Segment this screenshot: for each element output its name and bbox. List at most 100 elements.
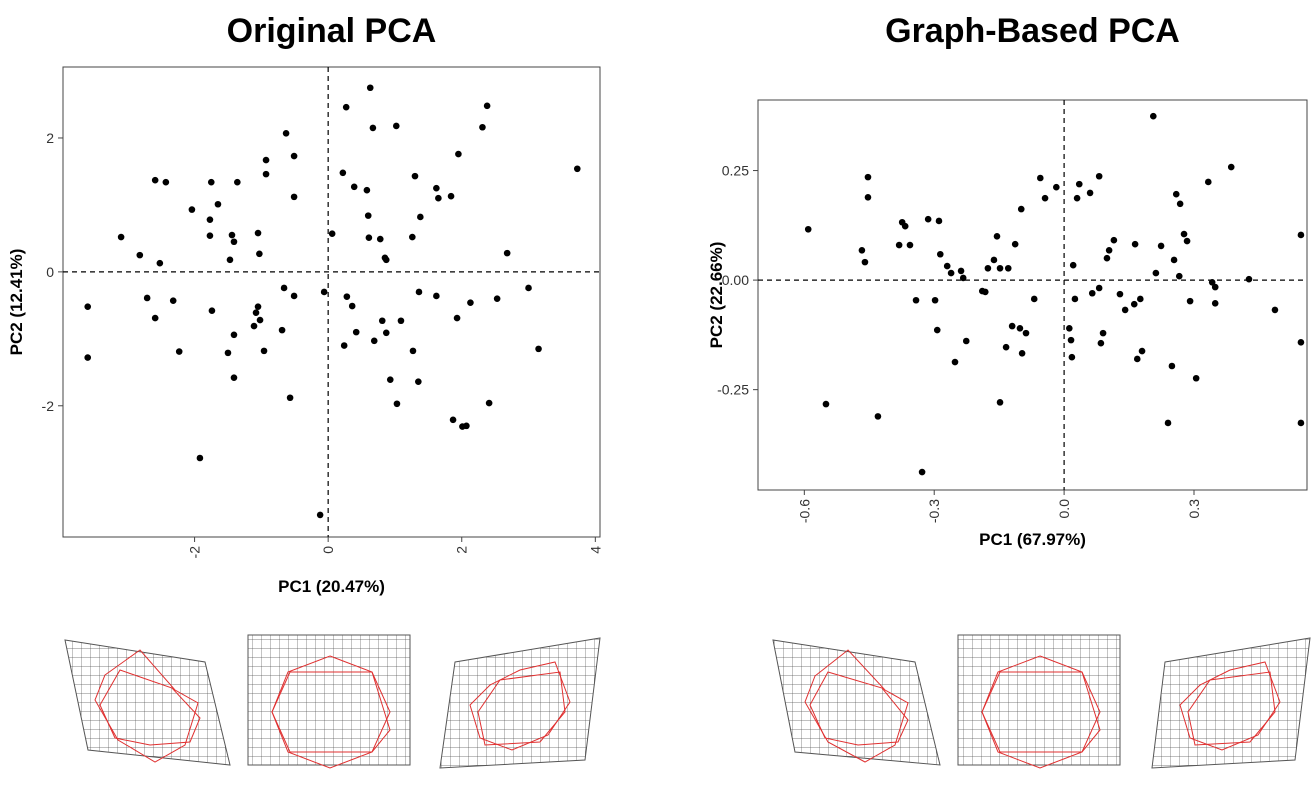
point (188, 206, 196, 213)
point (1103, 254, 1111, 262)
point (382, 256, 390, 264)
y-tick-label: -2 (42, 398, 55, 414)
point (364, 212, 372, 219)
point (1183, 237, 1191, 245)
point (479, 123, 486, 131)
point (467, 299, 474, 306)
point (1017, 205, 1025, 213)
point (1204, 178, 1212, 186)
point (386, 376, 394, 383)
point (352, 328, 360, 336)
point (936, 250, 944, 258)
point (366, 84, 374, 92)
point (455, 150, 462, 158)
point (918, 468, 926, 476)
point (912, 296, 920, 304)
point (990, 256, 998, 264)
point (858, 247, 866, 254)
grid-mid-1 (247, 634, 411, 769)
point (230, 374, 238, 381)
point (1211, 300, 1219, 307)
point (1041, 194, 1049, 202)
point (485, 399, 493, 407)
point (1066, 325, 1073, 332)
point (453, 314, 461, 322)
point (392, 122, 400, 130)
point (993, 232, 1001, 240)
point (256, 250, 263, 258)
point (1172, 190, 1180, 198)
point (906, 241, 914, 249)
point (1022, 329, 1030, 337)
point (1180, 230, 1188, 238)
x-axis-label: PC1 (67.97%) (979, 530, 1086, 549)
point (924, 215, 932, 223)
point (525, 284, 532, 292)
grid-left-1 (64, 639, 231, 766)
point (864, 193, 872, 201)
grid-right-1 (439, 637, 601, 769)
point (1075, 180, 1083, 188)
point (230, 331, 238, 339)
point (262, 170, 270, 178)
point (943, 262, 951, 270)
point (393, 400, 401, 408)
point (136, 251, 144, 259)
point (996, 399, 1004, 406)
x-tick-label: 0 (320, 546, 336, 554)
point (1016, 325, 1024, 332)
point (382, 329, 390, 337)
point (433, 184, 440, 192)
point (339, 169, 347, 177)
point (864, 173, 872, 181)
x-tick-label: -0.3 (926, 499, 942, 523)
point (1130, 300, 1138, 308)
point (1068, 353, 1076, 361)
point (1086, 189, 1094, 197)
x-tick-label: -2 (187, 546, 203, 559)
point (874, 413, 882, 420)
point (982, 288, 989, 296)
point (1095, 172, 1103, 180)
point (822, 400, 830, 408)
x-tick-label: 0.0 (1056, 499, 1072, 519)
point (415, 288, 423, 296)
point (1157, 242, 1165, 250)
point (151, 176, 159, 184)
point (1211, 283, 1219, 291)
point (1008, 322, 1016, 330)
point (228, 231, 236, 239)
point (1208, 278, 1216, 286)
point (84, 303, 92, 310)
point (280, 284, 288, 292)
point (1067, 336, 1075, 344)
point (1004, 264, 1012, 272)
point (290, 292, 298, 300)
point (1073, 194, 1081, 202)
point (951, 358, 959, 366)
point (1227, 163, 1235, 171)
point (207, 178, 215, 186)
point (947, 269, 955, 277)
point (196, 454, 204, 462)
point (409, 233, 416, 241)
point (483, 102, 491, 110)
point (1186, 297, 1194, 305)
point (573, 165, 581, 173)
point (1152, 269, 1160, 277)
y-tick-label: 0.25 (722, 163, 749, 179)
point (933, 326, 941, 334)
point (342, 103, 350, 111)
point (1176, 200, 1184, 208)
point (175, 348, 183, 355)
deformation-grids (64, 634, 1311, 769)
point (1137, 295, 1144, 303)
y-tick-label: 2 (46, 130, 54, 146)
point (435, 194, 442, 202)
point (1164, 419, 1172, 427)
point (1099, 329, 1107, 337)
point (1036, 174, 1044, 182)
point (214, 200, 222, 208)
x-tick-label: 2 (454, 546, 470, 554)
point (959, 274, 967, 282)
